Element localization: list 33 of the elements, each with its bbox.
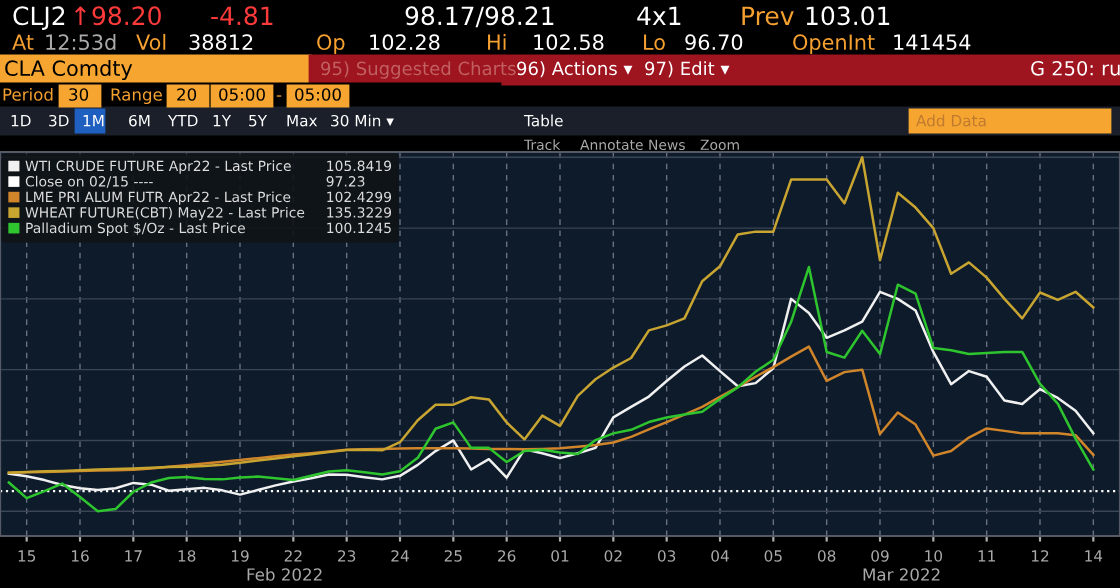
text: OpenInt [793,34,875,55]
text: Prev [742,6,794,26]
text: Vol [136,33,166,51]
text: 98.17/98.21 [405,6,554,28]
text: 96) Actions ▾ [517,61,633,78]
text: CLJ2 [13,6,65,30]
text: 38812 [189,34,253,51]
text: - [276,95,282,97]
text: 95) Suggested Charts [321,61,516,79]
text: CLA Comdty [5,59,133,81]
text: 102.28 [370,34,440,51]
text: 4x1 [637,6,681,25]
text: -4.81 [211,6,273,26]
text: 102.58 [534,34,604,51]
text: 05:00 [219,88,265,101]
text: Mar 2022 [863,568,940,581]
text: 96.70 [685,34,743,51]
text: 05:00 [295,88,341,101]
text: Op [317,34,345,55]
text: 97) Edit ▾ [645,61,730,78]
text: Hi [488,33,506,50]
text: Lo [644,34,665,51]
text: ↑98.20 [75,6,161,26]
text: 20 [177,88,197,101]
text: Feb 2022 [247,567,322,581]
text: 103.01 [806,6,890,26]
text: G 250: ru [1031,60,1120,76]
text: Period [3,87,53,101]
text: At [12,34,34,50]
text: 30 [69,88,89,101]
text: Range [111,88,162,105]
text: 141454 [894,34,971,51]
text: 12:53d [46,33,116,51]
